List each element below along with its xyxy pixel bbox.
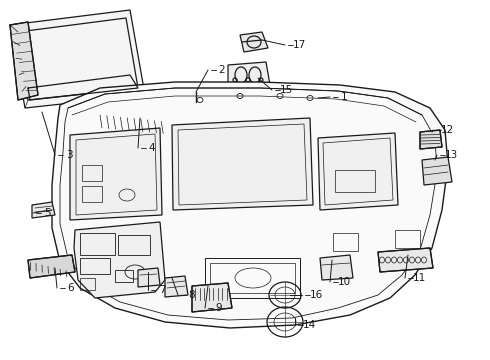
Bar xyxy=(82,165,102,181)
Polygon shape xyxy=(70,128,162,220)
Polygon shape xyxy=(190,100,202,107)
Polygon shape xyxy=(10,10,145,108)
Bar xyxy=(395,230,420,248)
Text: 5: 5 xyxy=(44,208,50,218)
Polygon shape xyxy=(240,32,268,52)
Polygon shape xyxy=(192,283,232,312)
Polygon shape xyxy=(32,202,55,218)
Polygon shape xyxy=(100,108,170,128)
Text: 16: 16 xyxy=(309,290,322,300)
Polygon shape xyxy=(420,130,442,149)
Text: 11: 11 xyxy=(413,273,426,283)
Text: 1: 1 xyxy=(341,92,347,102)
Bar xyxy=(82,186,102,202)
Text: 12: 12 xyxy=(441,125,454,135)
Text: 15: 15 xyxy=(279,85,293,95)
Text: 2: 2 xyxy=(219,65,225,75)
Polygon shape xyxy=(378,248,433,272)
Polygon shape xyxy=(52,82,448,328)
Text: 7: 7 xyxy=(159,285,165,295)
Text: 8: 8 xyxy=(189,290,196,300)
Polygon shape xyxy=(422,157,452,185)
Polygon shape xyxy=(320,255,353,280)
Polygon shape xyxy=(318,133,398,210)
Text: 9: 9 xyxy=(216,303,222,313)
Bar xyxy=(80,233,115,255)
Text: 6: 6 xyxy=(68,283,74,293)
Polygon shape xyxy=(74,222,165,298)
Polygon shape xyxy=(28,255,75,278)
Text: 3: 3 xyxy=(66,150,73,160)
Text: 10: 10 xyxy=(338,277,350,287)
Bar xyxy=(335,170,375,192)
Polygon shape xyxy=(165,276,188,297)
Polygon shape xyxy=(172,118,313,210)
Bar xyxy=(333,233,358,251)
Bar xyxy=(80,258,110,274)
Bar xyxy=(118,235,150,255)
Bar xyxy=(205,258,300,298)
Text: 4: 4 xyxy=(148,143,155,153)
Text: 13: 13 xyxy=(444,150,458,160)
Text: 14: 14 xyxy=(302,320,316,330)
Bar xyxy=(80,278,95,290)
Bar xyxy=(115,270,133,282)
Polygon shape xyxy=(228,62,270,88)
Text: 17: 17 xyxy=(293,40,306,50)
Polygon shape xyxy=(10,22,38,100)
Bar xyxy=(210,263,295,293)
Polygon shape xyxy=(138,268,160,287)
